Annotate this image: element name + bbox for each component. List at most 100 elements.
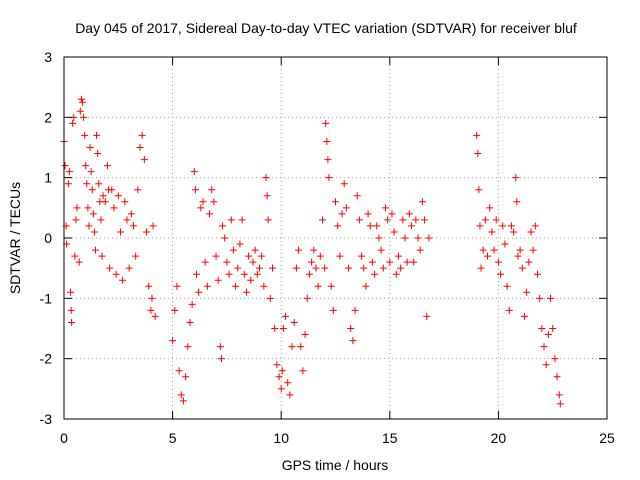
data-point <box>101 198 109 206</box>
data-point <box>338 210 346 218</box>
data-point <box>238 216 246 224</box>
data-point <box>90 228 98 236</box>
data-point <box>125 264 133 272</box>
data-point <box>312 264 320 272</box>
x-tick-label: 10 <box>273 430 289 446</box>
data-point <box>292 264 300 272</box>
data-point <box>399 216 407 224</box>
data-point <box>388 210 396 218</box>
data-point <box>488 228 496 236</box>
data-point <box>513 198 521 206</box>
data-point <box>206 210 214 218</box>
data-point <box>540 343 548 351</box>
data-point <box>184 343 192 351</box>
data-point <box>473 131 481 139</box>
data-point <box>221 234 229 242</box>
data-point <box>342 204 350 212</box>
data-point <box>308 258 316 266</box>
data-point <box>275 373 283 381</box>
data-point <box>77 95 85 103</box>
data-point <box>255 264 263 272</box>
data-point <box>408 222 416 230</box>
data-point <box>284 379 292 387</box>
data-point <box>490 246 498 254</box>
y-tick-label: 0 <box>44 230 52 246</box>
data-point <box>505 306 513 314</box>
data-point <box>384 216 392 224</box>
data-point <box>82 162 90 170</box>
data-point <box>190 168 198 176</box>
data-point <box>514 252 522 260</box>
data-point <box>179 397 187 405</box>
data-point <box>322 119 330 127</box>
data-point <box>76 107 84 115</box>
data-point <box>474 150 482 158</box>
data-point <box>89 210 97 218</box>
data-point <box>208 186 216 194</box>
data-point <box>177 391 185 399</box>
data-point <box>297 343 305 351</box>
data-point <box>73 204 81 212</box>
data-point <box>310 246 318 254</box>
data-point <box>260 282 268 290</box>
data-point <box>314 282 322 290</box>
data-point <box>173 282 181 290</box>
data-point <box>236 240 244 248</box>
x-tick-label: 5 <box>169 430 177 446</box>
data-point <box>234 264 242 272</box>
data-point <box>138 131 146 139</box>
x-axis-label: GPS time / hours <box>282 457 389 473</box>
data-point <box>553 373 561 381</box>
data-point <box>303 294 311 302</box>
data-point <box>381 204 389 212</box>
y-tick-label: -2 <box>40 351 53 367</box>
data-point <box>414 234 422 242</box>
data-point <box>549 325 557 332</box>
data-point <box>271 325 279 332</box>
data-point <box>127 210 135 218</box>
x-tick-label: 20 <box>491 430 507 446</box>
data-point <box>149 222 157 230</box>
x-tick-label: 15 <box>382 430 398 446</box>
data-point <box>130 222 138 230</box>
data-point <box>188 300 196 308</box>
data-point <box>67 288 75 296</box>
data-point <box>299 367 307 375</box>
x-tick-label: 0 <box>60 430 68 446</box>
data-point <box>531 222 539 230</box>
data-point <box>94 150 102 158</box>
data-point <box>479 246 487 254</box>
data-point <box>316 252 324 260</box>
data-point <box>412 216 420 224</box>
x-tick-label: 25 <box>599 430 615 446</box>
data-point <box>551 355 559 363</box>
data-point <box>86 144 94 151</box>
data-point <box>273 361 281 369</box>
data-point <box>349 337 357 345</box>
data-point <box>394 252 402 260</box>
data-point <box>249 258 257 266</box>
data-point <box>78 98 86 106</box>
data-point <box>212 252 220 260</box>
data-point <box>232 282 240 290</box>
data-point <box>217 355 225 363</box>
data-point <box>121 198 129 206</box>
data-point <box>368 258 376 266</box>
points-layer <box>60 95 564 408</box>
data-point <box>332 198 339 206</box>
data-point <box>523 288 531 296</box>
data-point <box>116 228 124 236</box>
data-point <box>279 325 287 332</box>
data-point <box>106 264 114 272</box>
data-point <box>112 270 120 278</box>
data-point <box>336 252 344 260</box>
data-point <box>423 312 431 320</box>
data-point <box>65 168 73 176</box>
data-point <box>199 198 207 206</box>
data-point <box>503 282 511 290</box>
data-point <box>68 318 76 326</box>
data-point <box>318 216 326 224</box>
data-point <box>216 343 224 351</box>
data-point <box>182 373 190 381</box>
